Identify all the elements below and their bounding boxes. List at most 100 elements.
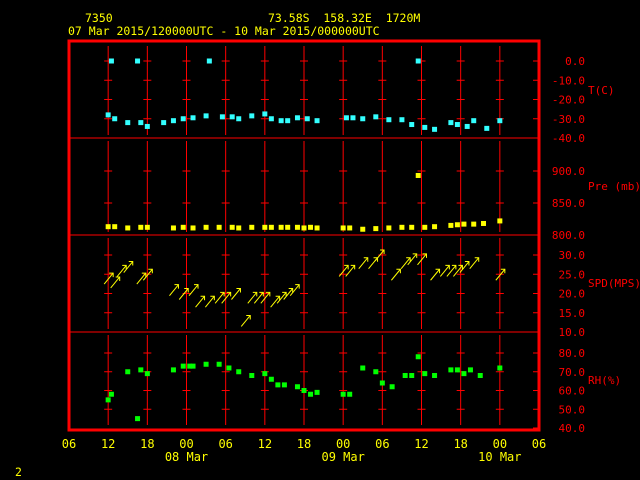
- wind-arrow: [495, 268, 506, 281]
- wind-arrow-shaft: [260, 292, 271, 304]
- x-tick-label: 00: [336, 437, 350, 451]
- wind-arrow-shaft: [195, 295, 205, 308]
- panel-label-humidity: RH(%): [588, 374, 621, 387]
- wind-arrow: [110, 276, 121, 289]
- wind-arrow: [123, 261, 134, 273]
- pressure-point: [497, 218, 503, 224]
- temperature-point: [161, 120, 167, 126]
- wind-arrow: [204, 295, 215, 308]
- humidity-point: [187, 363, 193, 369]
- humidity-point: [347, 391, 353, 397]
- wind-arrow: [253, 291, 264, 304]
- page-number: 2: [15, 465, 22, 479]
- temperature-point: [399, 117, 405, 123]
- wind-arrow-shaft: [270, 295, 281, 308]
- x-tick-label: 00: [179, 437, 193, 451]
- wind-arrow: [270, 295, 281, 308]
- wind-arrow-head: [259, 291, 264, 297]
- pressure-point: [105, 224, 111, 230]
- pressure-point: [308, 224, 314, 230]
- wind-arrow-shaft: [400, 257, 411, 270]
- wind-arrow-head: [500, 268, 506, 274]
- humidity-point: [314, 389, 320, 395]
- temperature-point: [386, 117, 392, 123]
- wind-arrow-head: [174, 284, 179, 289]
- wind-arrow-head: [265, 291, 271, 297]
- humidity-point: [108, 391, 114, 397]
- wind-arrow-head: [363, 257, 369, 262]
- wind-arrow-head: [350, 264, 356, 270]
- x-tick-label: 12: [414, 437, 428, 451]
- wind-arrow-shaft: [453, 265, 463, 277]
- humidity-point: [301, 388, 307, 393]
- y-tick-label: 50.0: [559, 403, 586, 416]
- temperature-point: [135, 58, 141, 64]
- temperature-point: [409, 122, 415, 128]
- pressure-point: [461, 221, 467, 227]
- wind-arrow: [231, 288, 241, 300]
- wind-arrow-shaft: [116, 265, 127, 277]
- wind-arrow-head: [288, 288, 294, 293]
- temperature-point: [448, 120, 454, 126]
- y-tick-label: 30.0: [559, 249, 586, 262]
- wind-arrow-head: [275, 295, 281, 301]
- temperature-point: [497, 118, 503, 124]
- humidity-point: [308, 391, 314, 397]
- wind-arrow-head: [252, 291, 258, 297]
- temperature-point: [304, 116, 310, 122]
- humidity-point: [138, 367, 144, 373]
- x-date-label: 09 Mar: [321, 450, 364, 464]
- station-location: 73.58S 158.32E 1720M: [268, 11, 421, 25]
- data-marks: [103, 58, 506, 422]
- pressure-point: [360, 226, 366, 232]
- humidity-point: [373, 369, 379, 375]
- panel-label-wind: SPD(MPS): [588, 277, 640, 290]
- y-tick-label: -40.0: [552, 132, 585, 145]
- wind-arrow: [136, 272, 147, 285]
- wind-arrow: [214, 291, 225, 304]
- humidity-point: [105, 397, 111, 403]
- pressure-point: [347, 225, 353, 231]
- humidity-point: [379, 380, 385, 386]
- pressure-point: [340, 225, 346, 231]
- wind-arrow-head: [464, 261, 470, 266]
- y-tick-label: 25.0: [559, 268, 586, 281]
- humidity-point: [216, 361, 222, 367]
- pressure-point: [285, 224, 291, 230]
- wind-arrow-shaft: [110, 276, 121, 289]
- pressure-point: [373, 226, 379, 232]
- humidity-point: [236, 369, 242, 375]
- wind-arrow-head: [380, 249, 385, 254]
- y-tick-label: 900.0: [552, 165, 585, 178]
- pressure-point: [268, 224, 274, 230]
- wind-arrow-shaft: [169, 284, 179, 296]
- wind-arrow-head: [210, 295, 215, 301]
- temperature-point: [471, 118, 477, 124]
- temperature-point: [268, 116, 274, 122]
- humidity-point: [170, 367, 176, 373]
- temperature-point: [206, 58, 212, 64]
- pressure-point: [190, 225, 196, 231]
- pressure-point: [454, 222, 460, 228]
- wind-arrow-head: [295, 284, 300, 289]
- temperature-point: [180, 116, 186, 122]
- wind-arrow: [142, 268, 153, 281]
- humidity-point: [432, 373, 438, 378]
- plot-frame: [67, 39, 541, 432]
- pressure-point: [432, 224, 438, 230]
- temperature-point: [229, 114, 235, 120]
- wind-arrow-head: [141, 272, 147, 278]
- humidity-point: [294, 384, 300, 390]
- wind-arrow-shaft: [338, 265, 349, 277]
- humidity-point: [203, 361, 209, 367]
- wind-arrow-head: [246, 314, 251, 320]
- temperature-point: [278, 118, 284, 124]
- pressure-point: [409, 224, 415, 230]
- x-tick-label: 18: [453, 437, 467, 451]
- x-tick-label: 18: [297, 437, 311, 451]
- humidity-point: [125, 369, 131, 375]
- wind-arrow-shaft: [276, 292, 287, 304]
- x-tick-label: 06: [532, 437, 546, 451]
- wind-arrow-head: [435, 268, 441, 274]
